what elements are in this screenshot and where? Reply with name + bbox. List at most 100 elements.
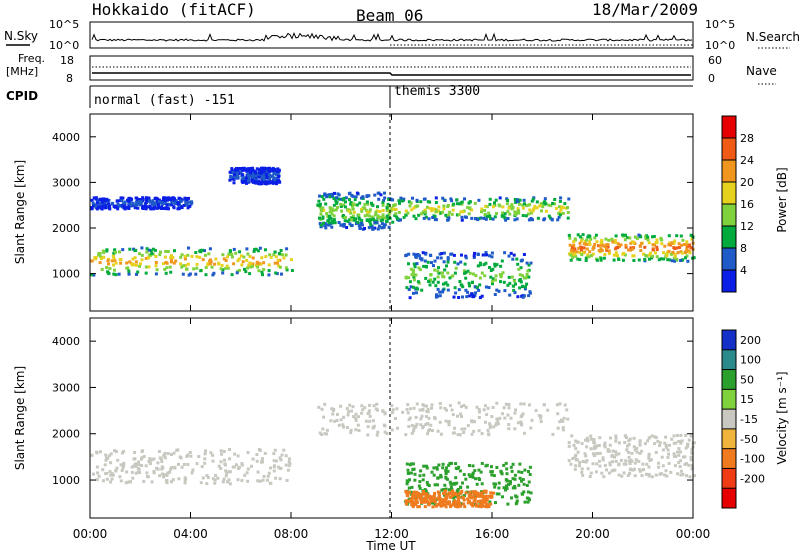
power-cell xyxy=(427,217,431,221)
power-cell xyxy=(670,259,674,263)
velocity-cell xyxy=(506,502,510,506)
power-cell xyxy=(267,177,271,181)
velocity-cell xyxy=(140,464,144,467)
power-cell xyxy=(330,208,334,212)
velocity-cell xyxy=(137,467,141,471)
power-cell xyxy=(106,259,110,263)
power-cell xyxy=(113,268,116,272)
power-cell xyxy=(260,256,264,260)
velocity-cell xyxy=(439,406,443,410)
power-cell xyxy=(280,272,283,276)
velocity-cell xyxy=(410,423,414,427)
power-cell xyxy=(97,253,101,257)
velocity-cell xyxy=(288,462,292,466)
velocity-echo-band-5 xyxy=(404,489,495,509)
velocity-cell xyxy=(426,432,430,436)
power-cell xyxy=(250,178,254,182)
power-cell xyxy=(523,202,526,206)
power-cell xyxy=(580,237,584,241)
velocity-cell xyxy=(522,402,526,406)
power-cell xyxy=(589,254,593,258)
velocity-cell xyxy=(489,502,493,506)
velocity-cell xyxy=(606,448,610,452)
power-cell xyxy=(347,192,351,196)
velocity-cell xyxy=(660,455,664,459)
velocity-cell xyxy=(446,493,450,497)
velocity-cell xyxy=(322,415,326,419)
power-cell xyxy=(114,273,118,277)
power-cell xyxy=(624,243,628,247)
power-cell xyxy=(366,202,370,206)
velocity-cell xyxy=(325,428,329,432)
power-cell xyxy=(347,209,351,213)
power-cell xyxy=(613,239,617,242)
velocity-cell xyxy=(521,412,525,416)
power-cell xyxy=(226,266,230,270)
velocity-cell xyxy=(444,487,448,491)
power-cell xyxy=(204,253,207,257)
power-cell xyxy=(607,251,611,255)
power-cell xyxy=(249,173,253,176)
power-cell xyxy=(114,250,118,254)
velocity-cell xyxy=(589,434,593,438)
power-cell xyxy=(231,170,235,174)
velocity-colorbar-segment xyxy=(722,369,736,390)
velocity-cell xyxy=(490,495,494,499)
power-cell xyxy=(101,249,105,253)
power-cell xyxy=(514,210,518,214)
velocity-cell xyxy=(676,450,680,454)
power-cell xyxy=(463,271,467,275)
power-cell xyxy=(479,263,482,267)
power-cell xyxy=(341,214,345,217)
power-cell xyxy=(243,267,246,271)
velocity-cell xyxy=(427,494,431,498)
velocity-cell xyxy=(262,474,266,478)
power-cell xyxy=(249,265,253,269)
power-cell xyxy=(253,170,257,173)
power-cell xyxy=(667,249,671,253)
power-echo-band-6 xyxy=(567,233,696,263)
power-cell xyxy=(135,272,138,276)
power-cell xyxy=(591,252,595,256)
power-cell xyxy=(497,289,501,293)
velocity-cell xyxy=(627,439,631,443)
velocity-cell xyxy=(471,464,475,468)
velocity-cell xyxy=(419,417,423,421)
power-cell xyxy=(371,203,375,207)
velocity-cell xyxy=(633,448,637,452)
noise-left-tick-bottom: 10^0 xyxy=(49,39,79,52)
velocity-cell xyxy=(101,479,105,483)
power-cell xyxy=(599,258,603,262)
velocity-cell xyxy=(574,464,578,468)
power-cell xyxy=(351,201,355,205)
power-colorbar-label: Power [dB] xyxy=(775,167,789,232)
power-cell xyxy=(423,212,427,216)
velocity-cell xyxy=(466,424,470,428)
power-cell xyxy=(417,213,421,217)
power-cell xyxy=(515,217,519,221)
power-cell xyxy=(497,203,501,207)
power-cell xyxy=(478,261,482,265)
power-cell xyxy=(343,205,347,209)
power-cell xyxy=(230,177,234,181)
power-cell xyxy=(145,247,149,251)
power-cell xyxy=(255,261,259,265)
velocity-cell xyxy=(433,483,437,487)
power-cell xyxy=(688,243,692,247)
velocity-cell xyxy=(517,483,521,487)
power-cell xyxy=(330,225,334,229)
power-cell xyxy=(437,266,440,270)
velocity-cell xyxy=(448,500,451,504)
velocity-cell xyxy=(681,473,685,476)
power-cell xyxy=(99,206,103,210)
power-cell xyxy=(224,259,228,262)
power-cell xyxy=(412,291,415,295)
power-cell xyxy=(631,254,635,258)
velocity-cell xyxy=(421,478,425,482)
velocity-cell xyxy=(510,496,513,500)
power-cell xyxy=(527,294,531,298)
velocity-cell xyxy=(584,454,588,458)
velocity-cell xyxy=(478,410,481,414)
velocity-cell xyxy=(437,463,441,467)
velocity-cell xyxy=(121,466,125,470)
